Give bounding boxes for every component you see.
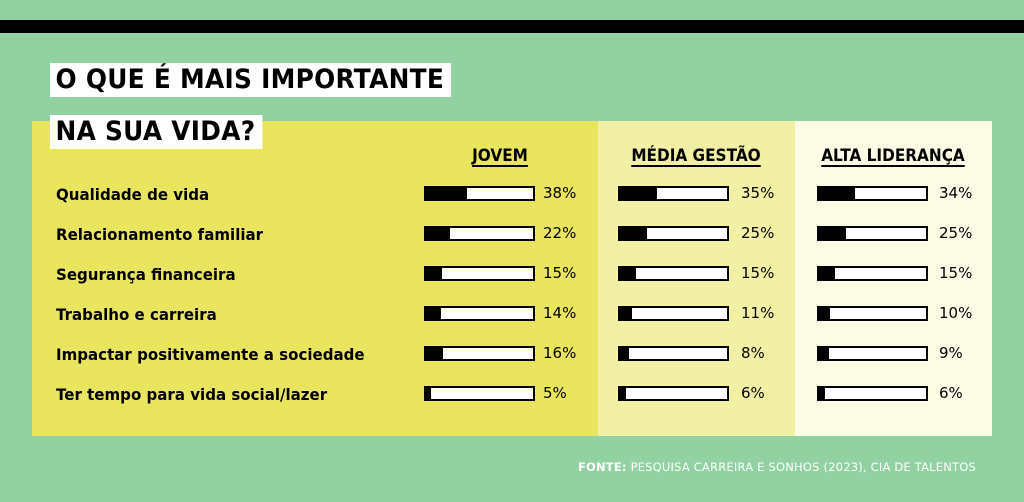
value-label-2-5: 6% (939, 384, 963, 402)
bar-track-0-0 (424, 186, 535, 201)
value-label-1-1: 25% (741, 224, 775, 242)
value-label-2-1: 25% (939, 224, 973, 242)
bar-track-2-4 (817, 346, 928, 361)
bar-track-2-1 (817, 226, 928, 241)
bar-0-2 (426, 268, 443, 279)
series-header-2: ALTA LIDERANÇA (821, 146, 965, 166)
bar-2-2 (819, 268, 836, 279)
bar-track-0-2 (424, 266, 535, 281)
bar-2-3 (819, 308, 830, 319)
chart-title-line-2: NA SUA VIDA? (50, 115, 263, 149)
category-label-0: Qualidade de vida (56, 185, 210, 204)
bar-2-5 (819, 388, 826, 399)
chart-title-line-1: O QUE É MAIS IMPORTANTE (50, 63, 452, 97)
value-label-1-5: 6% (741, 384, 765, 402)
bar-track-0-1 (424, 226, 535, 241)
value-label-0-5: 5% (543, 384, 567, 402)
bar-track-1-5 (618, 386, 729, 401)
top-black-bar (0, 20, 1024, 33)
bar-track-2-5 (817, 386, 928, 401)
source-label: FONTE: (577, 460, 627, 474)
value-label-1-3: 11% (741, 304, 775, 322)
bar-track-2-0 (817, 186, 928, 201)
series-header-1: MÉDIA GESTÃO (631, 146, 761, 166)
value-label-1-2: 15% (741, 264, 775, 282)
bar-0-1 (426, 228, 450, 239)
category-label-5: Ter tempo para vida social/lazer (56, 385, 328, 404)
bar-0-4 (426, 348, 444, 359)
bar-track-1-4 (618, 346, 729, 361)
value-label-0-3: 14% (543, 304, 577, 322)
bar-2-0 (819, 188, 856, 199)
bar-1-3 (620, 308, 632, 319)
value-label-2-2: 15% (939, 264, 973, 282)
bar-track-1-0 (618, 186, 729, 201)
bar-track-2-3 (817, 306, 928, 321)
bar-1-1 (620, 228, 647, 239)
bar-0-3 (426, 308, 441, 319)
bar-2-1 (819, 228, 846, 239)
bar-track-0-4 (424, 346, 535, 361)
bar-track-1-2 (618, 266, 729, 281)
bar-2-4 (819, 348, 829, 359)
value-label-2-3: 10% (939, 304, 973, 322)
bar-track-0-5 (424, 386, 535, 401)
category-label-1: Relacionamento familiar (56, 225, 264, 244)
value-label-2-4: 9% (939, 344, 963, 362)
value-label-1-4: 8% (741, 344, 765, 362)
category-label-4: Impactar positivamente a sociedade (56, 345, 365, 364)
source-note: FONTE: PESQUISA CARREIRA E SONHOS (2023)… (578, 460, 976, 474)
bar-1-0 (620, 188, 658, 199)
value-label-0-2: 15% (543, 264, 577, 282)
bar-0-0 (426, 188, 467, 199)
bar-1-4 (620, 348, 629, 359)
value-label-0-1: 22% (543, 224, 577, 242)
value-label-0-4: 16% (543, 344, 577, 362)
bar-0-5 (426, 388, 432, 399)
value-label-1-0: 35% (741, 184, 775, 202)
value-label-0-0: 38% (543, 184, 577, 202)
bar-track-1-1 (618, 226, 729, 241)
bar-track-2-2 (817, 266, 928, 281)
category-label-2: Segurança financeira (56, 265, 236, 284)
series-header-0: JOVEM (472, 146, 528, 166)
category-label-3: Trabalho e carreira (56, 305, 217, 324)
bar-track-0-3 (424, 306, 535, 321)
bar-1-5 (620, 388, 627, 399)
bar-1-2 (620, 268, 637, 279)
value-label-2-0: 34% (939, 184, 973, 202)
source-text: PESQUISA CARREIRA E SONHOS (2023), CIA D… (630, 460, 976, 474)
bar-track-1-3 (618, 306, 729, 321)
